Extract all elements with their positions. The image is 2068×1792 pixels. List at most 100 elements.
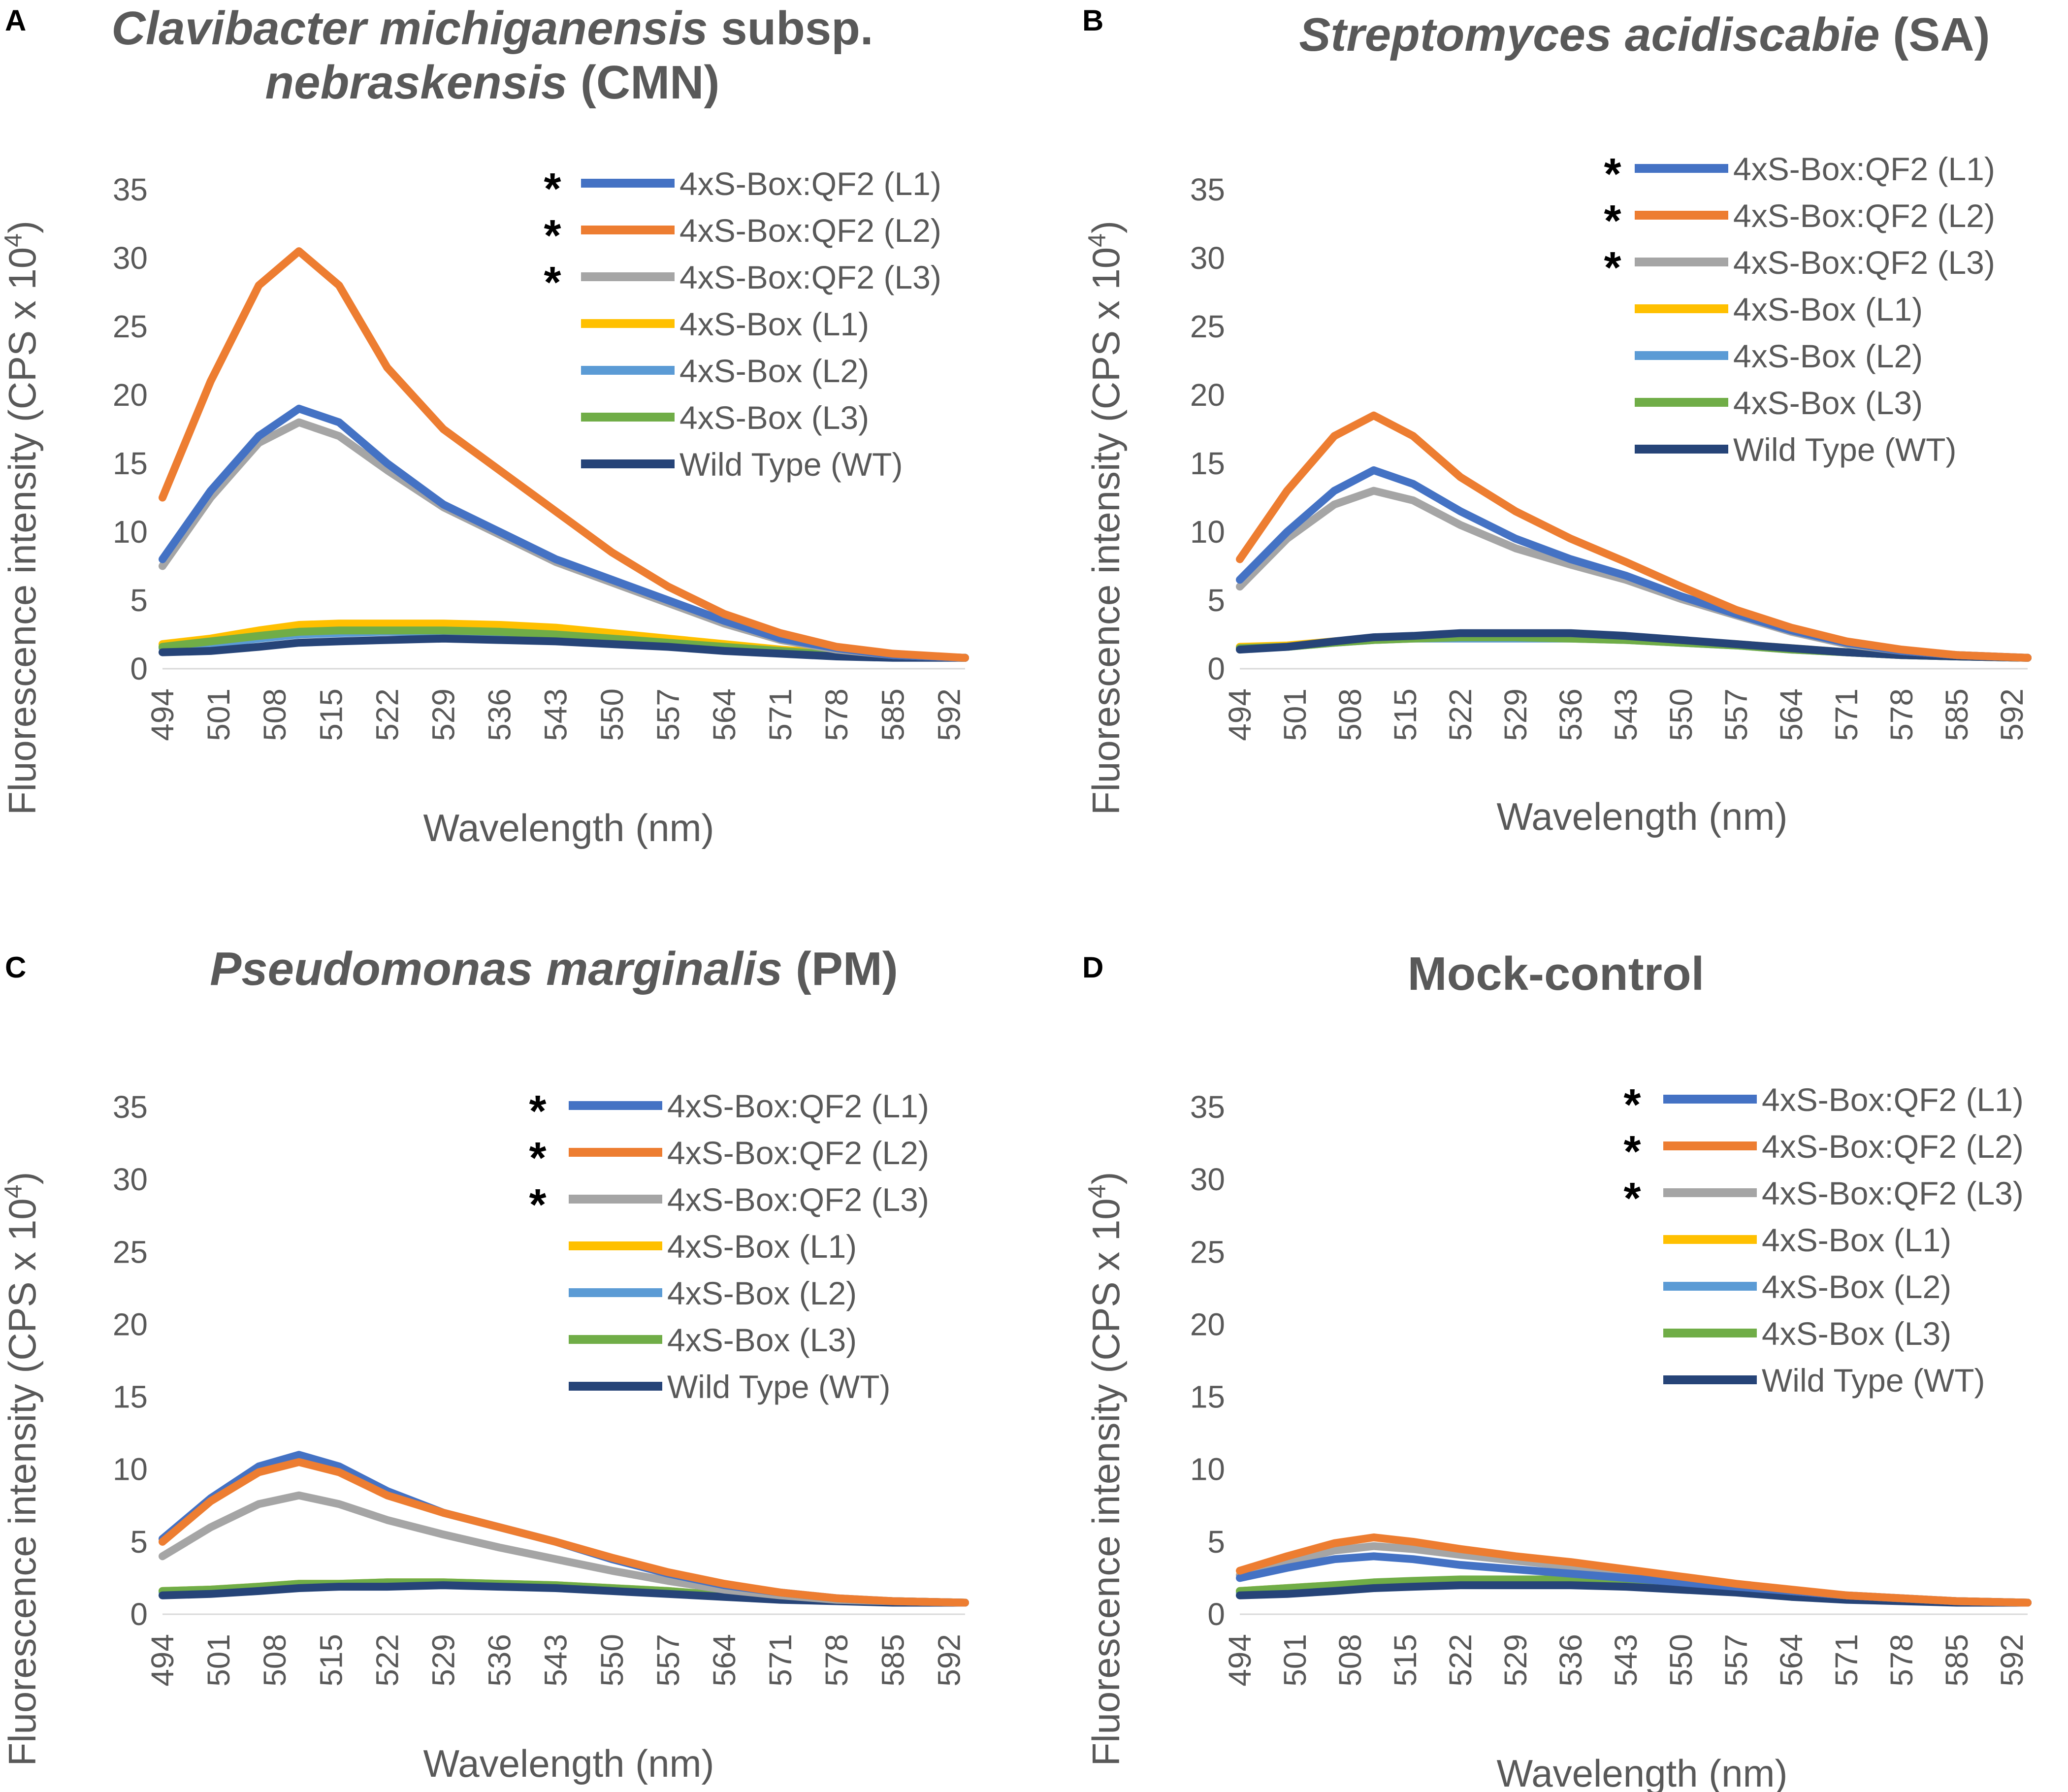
chart-title-line2: nebraskensis (CMN) [265, 56, 720, 109]
y-label-exponent: 4 [1083, 1185, 1111, 1199]
y-axis-label: Fluorescence intensity (CPS x 104) [1083, 221, 1128, 815]
title-suffix: Mock-control [1408, 947, 1705, 1000]
y-axis-label: Fluorescence intensity (CPS x 104) [0, 1172, 44, 1766]
legend-label: 4xS-Box:QF2 (L3) [1733, 244, 1995, 281]
y-label-main: Fluorescence intensity (CPS x 10 [0, 1198, 44, 1766]
y-tick-label: 35 [1190, 1089, 1225, 1125]
legend-label: 4xS-Box (L2) [679, 353, 869, 389]
x-tick-label: 564 [1774, 1634, 1809, 1687]
y-tick-label: 35 [1190, 172, 1225, 207]
legend-label: 4xS-Box (L1) [667, 1228, 857, 1265]
legend-label: 4xS-Box:QF2 (L1) [1733, 151, 1995, 187]
y-tick-label: 25 [1190, 309, 1225, 344]
panel-label: C [5, 951, 26, 984]
x-tick-label: 501 [201, 1634, 236, 1687]
x-tick-label: 529 [426, 688, 461, 741]
legend-label: 4xS-Box:QF2 (L2) [1733, 197, 1995, 234]
x-tick-label: 557 [650, 688, 686, 741]
y-tick-label: 35 [113, 1089, 148, 1125]
y-label-close: ) [0, 1172, 44, 1185]
x-tick-label: 578 [819, 688, 854, 741]
x-tick-label: 543 [538, 688, 574, 741]
y-tick-label: 25 [113, 1234, 148, 1270]
x-axis-label: Wavelength (nm) [1497, 1752, 1788, 1792]
x-tick-label: 592 [1994, 1634, 2030, 1687]
significance-star: * [1623, 1080, 1641, 1130]
y-tick-label: 20 [113, 377, 148, 413]
title-subspecies: nebraskensis [265, 56, 568, 109]
panel-d: D Mock-control 0 5 10 15 20 25 30 35 494 501 508 515 5… [1082, 947, 2032, 1792]
y-tick-label: 5 [130, 1524, 148, 1560]
series-line-7 [159, 634, 969, 662]
x-tick-label: 592 [931, 1634, 967, 1687]
y-tick-label: 10 [113, 1452, 148, 1487]
y-tick-label: 10 [1190, 514, 1225, 550]
legend-label: 4xS-Box:QF2 (L1) [1762, 1081, 2024, 1118]
x-tick-label: 585 [875, 688, 910, 741]
legend-label: 4xS-Box:QF2 (L1) [667, 1088, 929, 1124]
legend-label: 4xS-Box:QF2 (L2) [1762, 1128, 2024, 1165]
legend-label: 4xS-Box (L3) [1733, 385, 1923, 421]
y-tick-label: 15 [113, 1379, 148, 1415]
legend-label: 4xS-Box (L3) [667, 1322, 857, 1358]
legend-label: 4xS-Box (L2) [1733, 338, 1923, 374]
y-tick-label: 15 [1190, 1379, 1225, 1415]
legend-label: 4xS-Box:QF2 (L1) [679, 165, 941, 202]
x-tick-label: 501 [1277, 1634, 1313, 1687]
legend-label: Wild Type (WT) [1733, 431, 1956, 468]
significance-star: * [1604, 196, 1621, 246]
significance-star: * [1623, 1174, 1641, 1223]
series-line-2 [1236, 1533, 2032, 1607]
y-tick-label: 5 [1207, 583, 1225, 618]
x-tick-label: 536 [1553, 1634, 1588, 1687]
x-tick-label: 508 [1332, 1634, 1368, 1687]
legend-label: Wild Type (WT) [667, 1368, 890, 1405]
x-axis-label: Wavelength (nm) [423, 1742, 714, 1785]
x-tick-label: 585 [875, 1634, 910, 1687]
title-species: Streptomyces acidiscabie [1299, 8, 1879, 61]
x-tick-label: 550 [1663, 1634, 1699, 1687]
series-line-2 [1236, 411, 2032, 662]
x-tick-label: 515 [1388, 688, 1423, 741]
x-axis-label: Wavelength (nm) [423, 806, 714, 849]
x-tick-label: 494 [145, 688, 180, 741]
x-tick-label: 543 [538, 1634, 574, 1687]
x-tick-label: 536 [482, 688, 517, 741]
x-tick-label: 508 [257, 688, 292, 741]
x-tick-label: 494 [145, 1634, 180, 1687]
x-tick-label: 564 [707, 1634, 742, 1687]
chart-title: Streptomyces acidiscabie (SA) [1299, 8, 1990, 61]
x-axis-label: Wavelength (nm) [1497, 795, 1788, 838]
y-tick-label: 20 [1190, 1306, 1225, 1342]
panel-a: A Clavibacter michiganensis subsp.nebrask… [0, 2, 969, 849]
y-label-close: ) [0, 221, 44, 233]
y-tick-label: 20 [113, 1306, 148, 1342]
legend-label: 4xS-Box (L1) [1762, 1222, 1951, 1258]
significance-star: * [1604, 243, 1621, 293]
x-tick-label: 543 [1608, 1634, 1644, 1687]
x-tick-label: 522 [369, 1634, 405, 1687]
chart-title: Pseudomonas marginalis (PM) [210, 943, 898, 995]
y-tick-label: 30 [1190, 1162, 1225, 1197]
legend-label: 4xS-Box (L2) [1762, 1269, 1951, 1305]
x-tick-label: 522 [1443, 1634, 1478, 1687]
y-tick-label: 25 [1190, 1234, 1225, 1270]
legend-label: 4xS-Box (L3) [1762, 1315, 1951, 1352]
x-tick-label: 557 [1718, 1634, 1754, 1687]
y-tick-label: 0 [1207, 651, 1225, 686]
y-label-main: Fluorescence intensity (CPS x 10 [1084, 1198, 1128, 1766]
y-label-close: ) [1084, 221, 1128, 233]
x-tick-label: 571 [763, 1634, 798, 1687]
y-tick-label: 5 [1207, 1524, 1225, 1560]
x-tick-label: 494 [1222, 1634, 1258, 1687]
legend-label: 4xS-Box (L1) [1733, 291, 1923, 327]
y-tick-label: 0 [130, 1597, 148, 1632]
legend-label: Wild Type (WT) [679, 446, 903, 483]
y-tick-label: 15 [1190, 446, 1225, 481]
y-tick-label: 0 [1207, 1597, 1225, 1632]
title-abbrev: (CMN) [567, 56, 719, 109]
x-tick-label: 585 [1939, 688, 1974, 741]
panel-label: D [1082, 951, 1103, 984]
